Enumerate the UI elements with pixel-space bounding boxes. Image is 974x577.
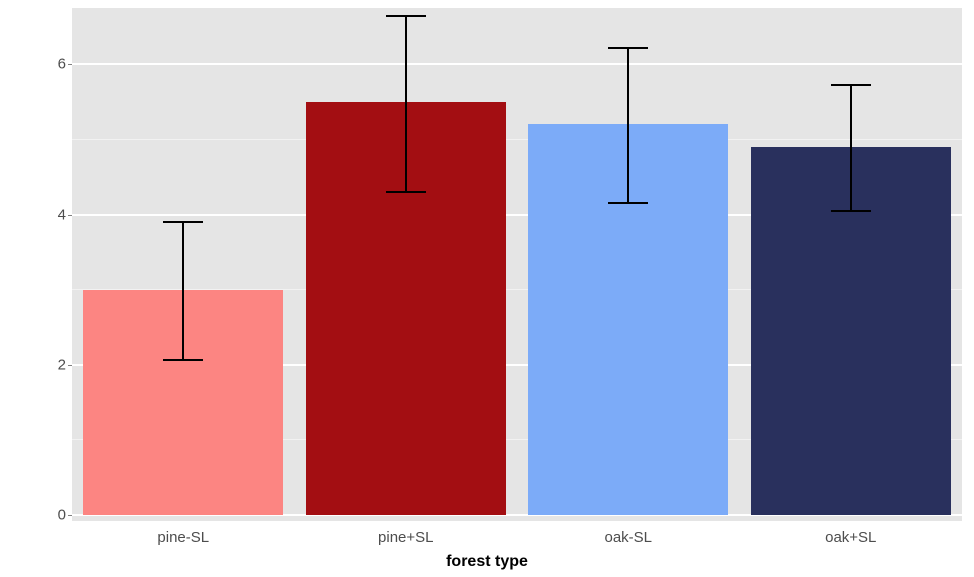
y-tick-label: 4 [58,206,66,223]
errorbar-cap-top [608,47,648,49]
x-tick-label: oak-SL [604,529,652,546]
errorbar-line [850,85,852,210]
grid-minor-line [72,139,962,140]
errorbar-line [405,16,407,193]
errorbar-cap-bottom [163,359,203,361]
x-tick-label: oak+SL [825,529,876,546]
y-tick-label: 0 [58,506,66,523]
x-tick-label: pine-SL [157,529,209,546]
errorbar-cap-top [386,15,426,17]
x-axis-title: forest type [0,553,974,571]
grid-major-line [72,63,962,65]
plot-panel [72,8,962,521]
y-tick-label: 6 [58,56,66,73]
errorbar-cap-bottom [831,210,871,212]
bar-chart: density of infected nymphs forest type 0… [0,0,974,577]
errorbar-cap-bottom [608,202,648,204]
errorbar-line [182,222,184,359]
errorbar-line [627,48,629,203]
y-tick-label: 2 [58,356,66,373]
errorbar-cap-bottom [386,191,426,193]
x-tick-label: pine+SL [378,529,433,546]
x-axis: pine-SL pine+SL oak-SL oak+SL [72,525,962,547]
errorbar-cap-top [831,84,871,86]
errorbar-cap-top [163,221,203,223]
